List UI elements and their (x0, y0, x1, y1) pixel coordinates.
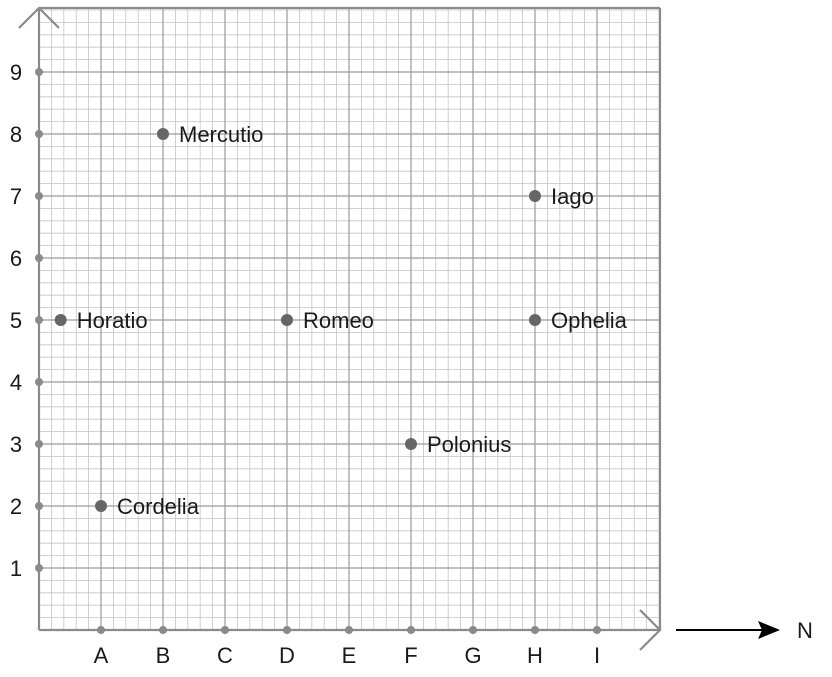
x-tick-label: H (527, 643, 543, 668)
x-tick-dot (283, 626, 291, 634)
x-tick-dot (469, 626, 477, 634)
y-tick-dot (35, 254, 43, 262)
major-gridlines (39, 8, 660, 630)
y-tick-label: 6 (10, 246, 22, 271)
point-label: Cordelia (117, 494, 200, 519)
y-tick-dot (35, 440, 43, 448)
x-tick-label: A (94, 643, 109, 668)
x-tick-dot (221, 626, 229, 634)
y-tick-dot (35, 68, 43, 76)
data-point (529, 314, 541, 326)
y-tick-label: 8 (10, 122, 22, 147)
axis-tick-labels: A B C D E F G H I 1 2 3 4 5 6 7 8 9 (10, 60, 600, 668)
y-tick-dot (35, 192, 43, 200)
x-tick-dot (531, 626, 539, 634)
point-label: Mercutio (179, 122, 263, 147)
point-label: Iago (551, 184, 594, 209)
x-tick-label: D (279, 643, 295, 668)
y-tick-dot (35, 130, 43, 138)
data-point (405, 438, 417, 450)
y-tick-label: 3 (10, 432, 22, 457)
y-tick-dot (35, 378, 43, 386)
y-axis-arrowhead (18, 6, 60, 29)
data-point (529, 190, 541, 202)
x-axis-arrowhead (639, 609, 662, 651)
x-tick-dot (593, 626, 601, 634)
x-tick-label: C (217, 643, 233, 668)
y-tick-label: 7 (10, 184, 22, 209)
data-point (95, 500, 107, 512)
y-tick-dot (35, 564, 43, 572)
x-tick-label: G (464, 643, 481, 668)
y-tick-label: 4 (10, 370, 22, 395)
direction-arrow-head (758, 621, 780, 639)
y-tick-label: 1 (10, 556, 22, 581)
direction-label: N (797, 618, 813, 643)
y-tick-label: 9 (10, 60, 22, 85)
data-point (157, 128, 169, 140)
x-tick-dot (345, 626, 353, 634)
x-tick-dot (97, 626, 105, 634)
x-tick-label: F (404, 643, 417, 668)
data-point (281, 314, 293, 326)
x-tick-label: I (594, 643, 600, 668)
direction-indicator: N (676, 618, 813, 643)
x-tick-dot (159, 626, 167, 634)
y-tick-dot (35, 316, 43, 324)
y-tick-label: 5 (10, 308, 22, 333)
y-tick-dot (35, 502, 43, 510)
data-point (54, 314, 67, 326)
point-label: Horatio (77, 308, 148, 333)
point-label: Romeo (303, 308, 374, 333)
y-tick-label: 2 (10, 494, 22, 519)
data-points: Mercutio Iago Horatio Romeo Ophelia Polonius C… (54, 122, 628, 519)
x-tick-label: B (156, 643, 171, 668)
x-tick-dot (407, 626, 415, 634)
x-tick-label: E (342, 643, 357, 668)
point-label: Polonius (427, 432, 511, 457)
axis-tick-marks (35, 68, 601, 634)
point-label: Ophelia (551, 308, 628, 333)
